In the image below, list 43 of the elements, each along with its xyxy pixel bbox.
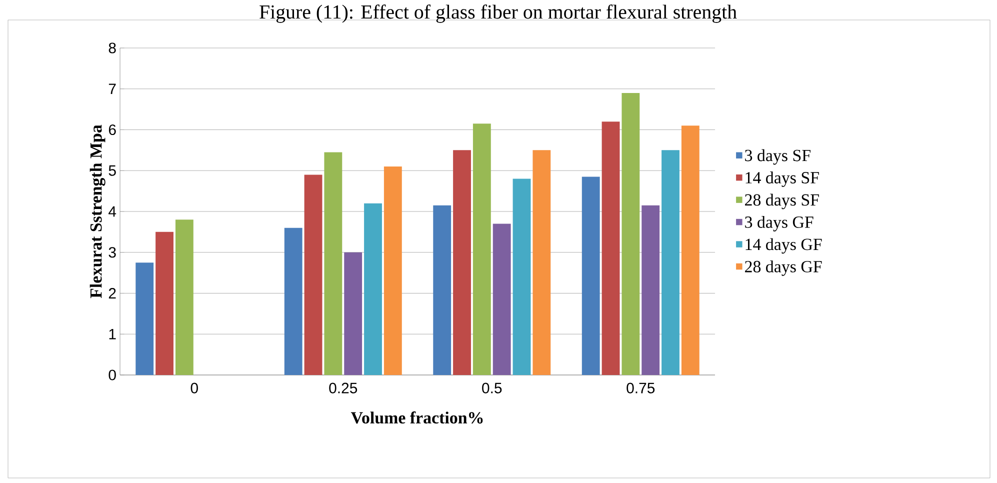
bar [384,166,402,375]
y-tick-label: 0 [108,370,116,380]
x-tick-label: 0.5 [482,382,502,394]
bar [532,150,551,375]
bar [642,205,660,375]
y-axis-title: Flexurat Sstrength Mpa [90,124,106,298]
bar [304,174,322,375]
y-tick-label: 5 [108,165,116,176]
bar [582,176,600,375]
legend-label: 28 days GF [745,260,822,276]
x-tick-label: 0.75 [626,382,655,394]
bar [512,178,531,375]
chart-title: Figure (11): Effect of glass fiber on mortar flexural strength [260,4,737,23]
bar [364,203,382,375]
y-tick-label: 6 [108,124,116,136]
bar [662,150,680,375]
bar [136,262,154,375]
legend-label: 3 days GF [745,216,814,232]
y-tick-label: 1 [109,328,116,340]
y-tick-label: 4 [108,206,116,217]
bar [175,220,194,375]
bar [453,150,471,375]
legend-label: 14 days GF [746,238,822,254]
bar [492,224,511,375]
legend-label: 28 days SF [745,194,819,210]
legend-label: 14 days SF [746,172,819,187]
bar [602,122,620,375]
bar [472,124,491,375]
bar [622,92,640,375]
bar [433,205,452,375]
bar [156,232,174,375]
bar [344,252,362,375]
y-tick-label: 2 [108,288,116,298]
bar [284,228,302,375]
legend-label: 3 days SF [745,149,810,165]
x-axis-title: Volume fraction% [350,411,483,424]
x-tick-label: 0.25 [329,382,358,394]
y-tick-label: 3 [108,247,116,258]
y-tick-label: 7 [108,84,116,94]
bar [681,126,700,375]
y-tick-label: 8 [108,42,116,54]
bar [324,152,342,375]
x-tick-label: 0 [190,382,198,394]
